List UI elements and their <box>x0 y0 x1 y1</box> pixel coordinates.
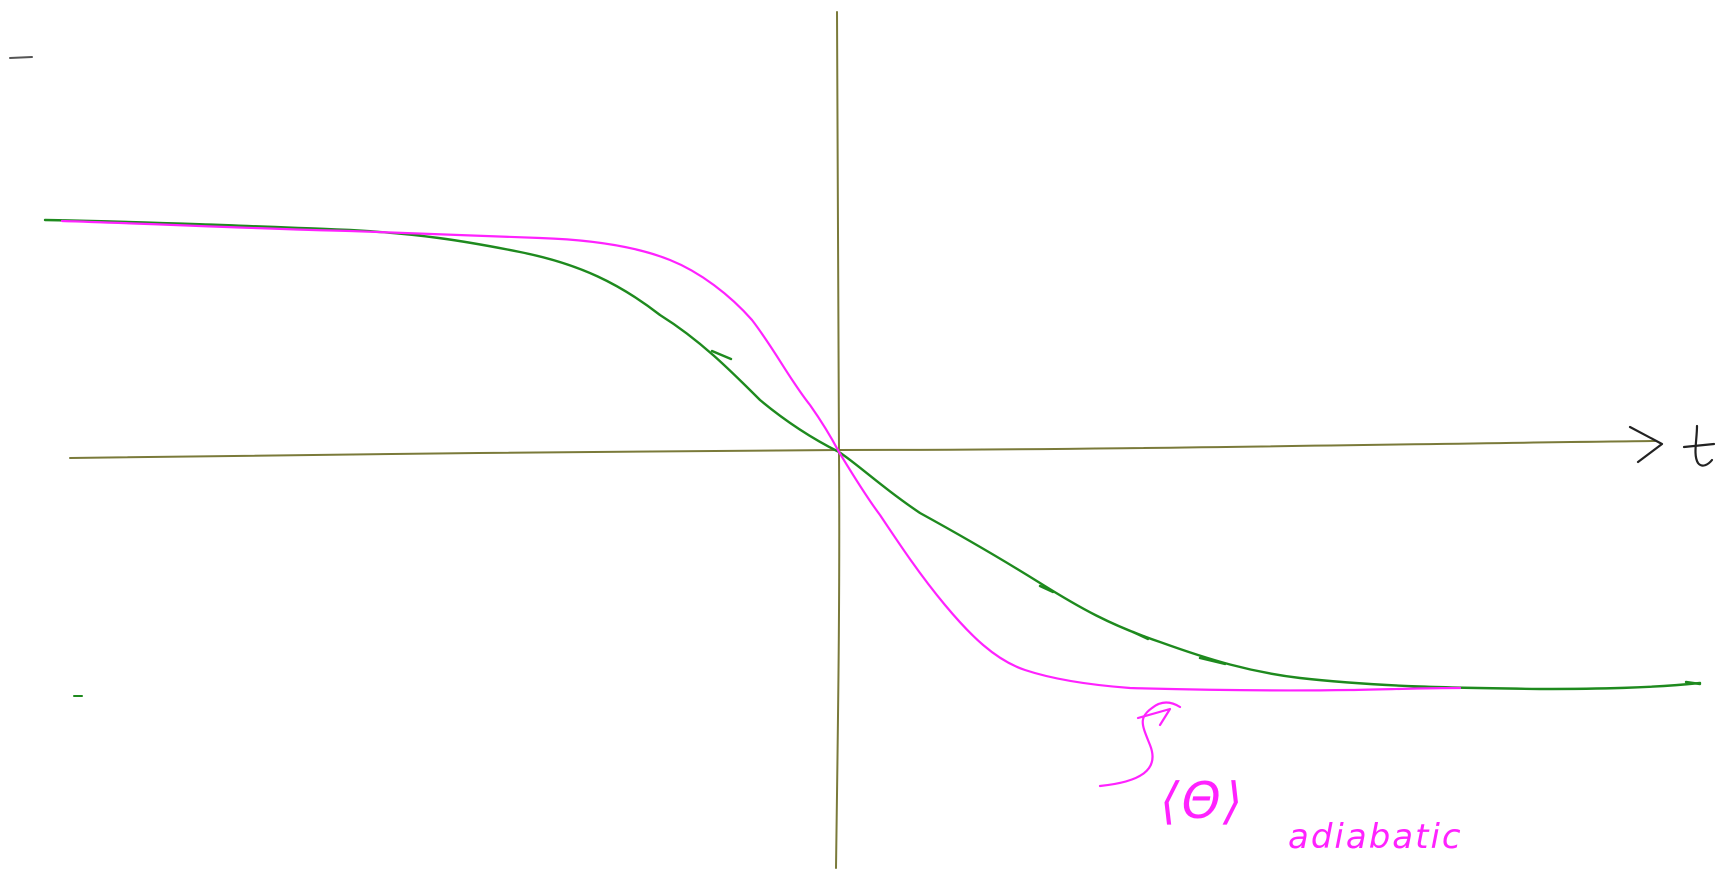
adiabatic-annotation: ⟨Θ⟩ adiabatic <box>1160 772 1463 857</box>
annotation-arrow-head-icon <box>1136 707 1172 727</box>
green-curve <box>43 218 1702 691</box>
green-mark-5 <box>1684 680 1702 686</box>
x-axis-label: t <box>1682 424 1716 467</box>
stray-tick-top-left <box>9 56 33 59</box>
green-mark-4 <box>1198 656 1227 666</box>
annotation-arrow <box>1098 701 1182 788</box>
green-mark-2 <box>1038 584 1055 594</box>
green-mark-1 <box>710 349 733 361</box>
green-mark-3 <box>1131 630 1150 641</box>
x-axis-arrow-icon <box>1628 425 1664 464</box>
annotation-main: ⟨Θ⟩ <box>1160 772 1244 830</box>
magenta-curve <box>60 219 1462 692</box>
x-axis <box>69 440 1656 459</box>
y-axis <box>835 11 841 869</box>
annotation-subscript: adiabatic <box>1288 817 1463 857</box>
